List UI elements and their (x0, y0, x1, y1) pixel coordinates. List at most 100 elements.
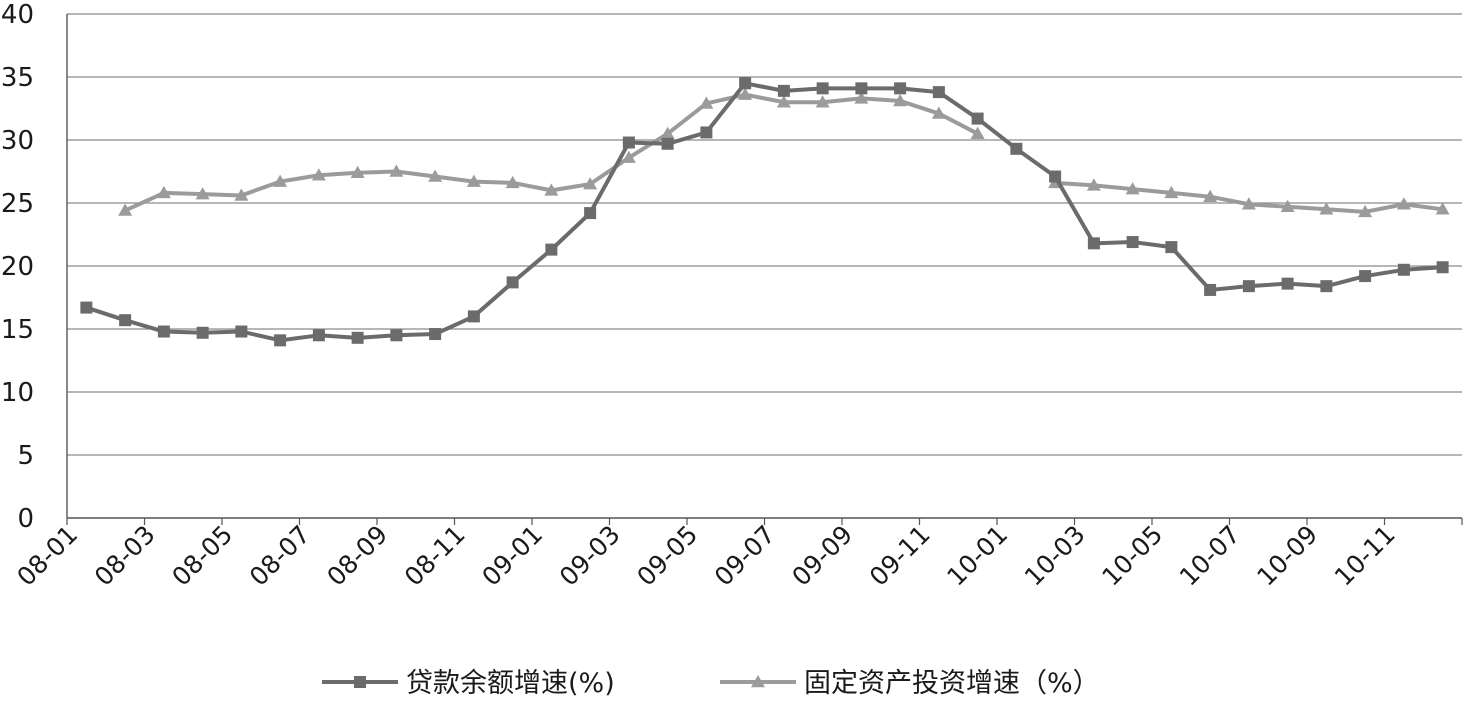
x-tick-label: 08-05 (166, 520, 238, 592)
data-point (119, 314, 132, 327)
data-point (1242, 280, 1255, 293)
y-tick-label: 35 (1, 63, 34, 93)
y-tick-label: 20 (1, 252, 34, 282)
data-point (466, 174, 481, 187)
data-point (312, 329, 325, 342)
data-point (467, 310, 480, 323)
data-point (1280, 199, 1295, 213)
x-tick-label: 09-03 (554, 520, 626, 592)
data-point (660, 126, 675, 139)
data-point (1204, 283, 1217, 296)
data-point (932, 86, 945, 99)
data-point (1397, 263, 1410, 276)
legend-item: 固定资产投资增速（%） (720, 668, 1100, 699)
data-point (931, 106, 946, 119)
data-point (234, 188, 249, 201)
series-triangle (118, 87, 1450, 218)
legend-item: 贷款余额增速(%) (322, 668, 615, 699)
data-point (80, 301, 93, 314)
data-point (196, 326, 209, 339)
data-point (1435, 202, 1450, 215)
data-point (1125, 182, 1140, 195)
data-point (195, 187, 210, 200)
y-tick-label: 25 (1, 189, 34, 219)
data-point (661, 137, 674, 150)
y-tick-label: 5 (17, 441, 34, 471)
data-point (1358, 204, 1373, 218)
data-point (1010, 142, 1023, 155)
data-point (1087, 237, 1100, 250)
x-tick-label: 10-09 (1251, 520, 1323, 592)
data-point (1241, 197, 1256, 210)
x-axis: 08-01 08-03 08-05 08-07 08-09 08-11 09-01 09-03… (11, 517, 1463, 592)
data-point (544, 183, 559, 196)
legend-label: 固定资产投资增速（%） (804, 668, 1100, 699)
data-point (429, 328, 442, 341)
y-axis: 0 5 10 15 20 25 30 35 40 (1, 0, 68, 534)
x-tick-label: 08-03 (89, 520, 161, 592)
data-point (1049, 170, 1062, 183)
data-point (273, 174, 288, 187)
x-tick-label: 09-09 (786, 520, 858, 592)
series-square (80, 77, 1449, 347)
data-point (351, 331, 364, 344)
x-tick-label: 10-11 (1329, 520, 1401, 592)
data-point (854, 91, 869, 104)
data-point (699, 96, 714, 109)
series-layer (80, 77, 1450, 347)
x-tick-label: 09-07 (709, 520, 781, 592)
data-point (970, 126, 985, 139)
data-point (118, 203, 133, 216)
data-point (350, 165, 365, 179)
data-point (855, 82, 868, 95)
data-point (1319, 202, 1334, 215)
y-tick-label: 15 (1, 315, 34, 345)
x-tick-label: 10-05 (1096, 520, 1168, 592)
x-tick-label: 08-07 (244, 520, 316, 592)
data-point (1281, 277, 1294, 290)
data-point (1126, 236, 1139, 249)
y-tick-label: 10 (1, 378, 34, 408)
data-point (545, 243, 558, 256)
data-point (621, 150, 636, 163)
data-point (815, 95, 830, 108)
x-tick-label: 09-05 (631, 520, 703, 592)
data-point (622, 136, 635, 149)
data-point (390, 329, 403, 342)
data-point (738, 87, 753, 100)
legend-swatch-marker (751, 675, 765, 688)
data-point (1086, 178, 1101, 191)
data-point (311, 168, 326, 181)
data-point (1203, 189, 1218, 202)
data-point (893, 93, 908, 107)
data-point (971, 112, 984, 125)
legend-swatch-marker (354, 676, 366, 688)
data-point (1165, 241, 1178, 254)
data-point (700, 126, 713, 139)
x-tick-label: 10-03 (1019, 520, 1091, 592)
y-tick-label: 40 (1, 0, 34, 30)
gridlines (67, 13, 1462, 456)
y-tick-label: 30 (1, 126, 34, 156)
data-point (274, 334, 287, 347)
data-point (816, 82, 829, 95)
data-point (584, 207, 597, 220)
data-point (505, 175, 520, 189)
x-tick-label: 09-11 (864, 520, 936, 592)
data-point (739, 77, 752, 90)
data-point (1436, 261, 1449, 274)
data-point (1396, 197, 1411, 210)
data-point (156, 185, 171, 199)
data-point (389, 164, 404, 177)
data-point (1359, 270, 1372, 283)
x-tick-label: 08-11 (399, 520, 471, 592)
data-point (1320, 280, 1333, 293)
data-point (583, 177, 598, 190)
data-point (157, 325, 170, 338)
data-point (235, 325, 248, 338)
x-tick-label: 08-09 (321, 520, 393, 592)
data-point (894, 82, 907, 95)
data-point (506, 276, 519, 289)
data-point (777, 84, 790, 97)
